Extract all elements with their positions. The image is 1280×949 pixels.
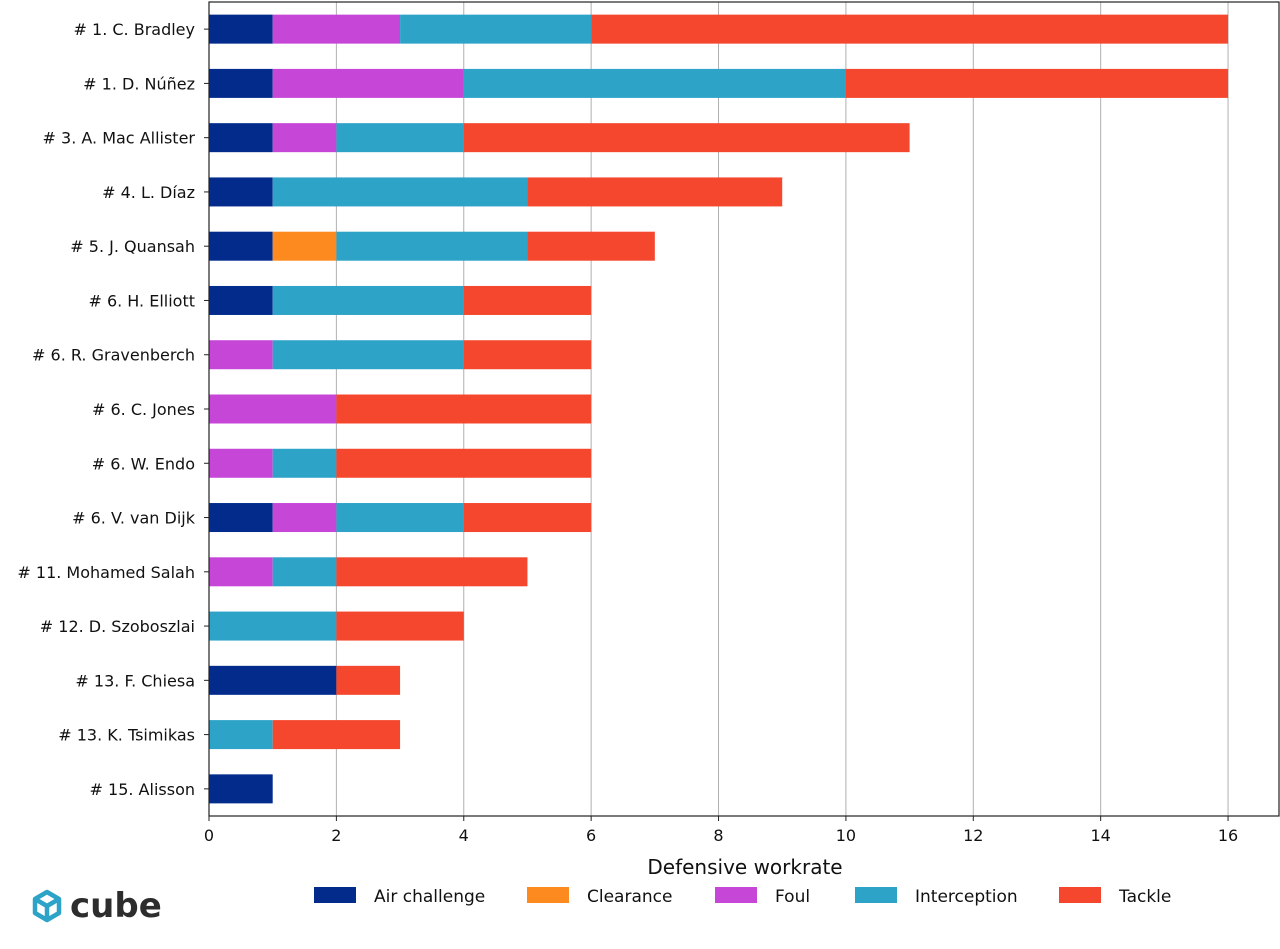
y-tick-label: # 12. D. Szoboszlai xyxy=(40,617,195,636)
y-tick-label: # 4. L. Díaz xyxy=(102,183,195,202)
bar-tackle xyxy=(272,720,401,750)
bar-tackle xyxy=(463,285,592,315)
bar-interception xyxy=(272,285,464,315)
bar-interception xyxy=(272,177,528,207)
x-tick-label: 4 xyxy=(459,826,469,845)
y-tick-label: # 6. H. Elliott xyxy=(88,291,195,310)
bar-interception xyxy=(336,503,464,533)
bar-tackle xyxy=(845,68,1229,98)
bar-air-challenge xyxy=(209,68,273,98)
legend-swatch-foul xyxy=(715,887,757,903)
bar-foul xyxy=(272,503,337,533)
bar-air-challenge xyxy=(209,665,337,695)
y-tick-label: # 3. A. Mac Allister xyxy=(43,129,196,148)
bar-tackle xyxy=(336,557,528,587)
bar-air-challenge xyxy=(209,123,273,153)
y-tick-label: # 1. C. Bradley xyxy=(74,20,195,39)
bar-foul xyxy=(209,394,337,424)
bar-interception xyxy=(272,557,337,587)
legend-label-foul: Foul xyxy=(775,887,810,907)
y-tick-label: # 11. Mohamed Salah xyxy=(17,563,195,582)
x-tick-label: 8 xyxy=(713,826,723,845)
x-tick-label: 14 xyxy=(1090,826,1110,845)
bars xyxy=(209,14,1229,804)
bar-air-challenge xyxy=(209,503,273,533)
legend-label-interception: Interception xyxy=(915,887,1018,907)
bar-air-challenge xyxy=(209,774,273,804)
bar-tackle xyxy=(336,394,592,424)
y-tick-label: # 5. J. Quansah xyxy=(70,237,195,256)
bar-tackle xyxy=(463,340,592,370)
legend-swatch-interception xyxy=(855,887,897,903)
legend: Air challenge Clearance Foul Interception Ta… xyxy=(314,887,1171,907)
y-tick-label: # 13. F. Chiesa xyxy=(75,671,195,690)
bar-tackle xyxy=(527,177,783,207)
bar-interception xyxy=(272,448,337,478)
legend-label-air-challenge: Air challenge xyxy=(374,887,485,907)
bar-tackle xyxy=(336,611,464,641)
bar-air-challenge xyxy=(209,14,273,44)
bar-interception xyxy=(336,231,528,261)
y-tick-label: # 1. D. Núñez xyxy=(83,74,195,93)
bar-foul xyxy=(272,68,464,98)
cube-icon xyxy=(32,889,62,923)
y-tick-label: # 6. C. Jones xyxy=(92,400,195,419)
bar-interception xyxy=(209,611,337,641)
x-tick-label: 6 xyxy=(586,826,596,845)
bar-foul xyxy=(209,448,273,478)
bar-tackle xyxy=(591,14,1229,44)
bar-interception xyxy=(272,340,464,370)
y-tick-label: # 13. K. Tsimikas xyxy=(58,726,195,745)
bar-air-challenge xyxy=(209,177,273,207)
x-axis-label: Defensive workrate xyxy=(647,855,842,879)
y-tick-label: # 15. Alisson xyxy=(90,780,195,799)
legend-swatch-clearance xyxy=(527,887,569,903)
bar-tackle xyxy=(463,503,592,533)
x-tick-label: 10 xyxy=(836,826,856,845)
y-tick-label: # 6. V. van Dijk xyxy=(72,509,196,528)
bar-tackle xyxy=(336,448,592,478)
bar-foul xyxy=(272,123,337,153)
bar-clearance xyxy=(272,231,337,261)
bar-interception xyxy=(463,68,846,98)
legend-label-clearance: Clearance xyxy=(587,887,672,907)
legend-swatch-air-challenge xyxy=(314,887,356,903)
brand-logo: cube xyxy=(30,886,162,926)
bar-foul xyxy=(209,340,273,370)
y-tick-label: # 6. W. Endo xyxy=(92,454,195,473)
bar-interception xyxy=(336,123,464,153)
x-tick-label: 2 xyxy=(331,826,341,845)
bar-air-challenge xyxy=(209,231,273,261)
bar-tackle xyxy=(463,123,910,153)
y-tick-label: # 6. R. Gravenberch xyxy=(32,346,195,365)
x-tick-label: 12 xyxy=(963,826,983,845)
bar-foul xyxy=(209,557,273,587)
bar-tackle xyxy=(336,665,401,695)
x-tick-labels: 0 2 4 6 8 10 12 14 16 xyxy=(204,816,1238,845)
y-tick-labels: # 1. C. Bradley # 1. D. Núñez # 3. A. Mac … xyxy=(17,20,209,799)
legend-label-tackle: Tackle xyxy=(1118,887,1171,907)
bar-interception xyxy=(400,14,592,44)
bar-foul xyxy=(272,14,401,44)
x-tick-label: 16 xyxy=(1218,826,1238,845)
bar-interception xyxy=(209,720,273,750)
legend-swatch-tackle xyxy=(1059,887,1101,903)
bar-air-challenge xyxy=(209,285,273,315)
x-tick-label: 0 xyxy=(204,826,214,845)
brand-name: cube xyxy=(70,886,162,926)
bar-tackle xyxy=(527,231,655,261)
